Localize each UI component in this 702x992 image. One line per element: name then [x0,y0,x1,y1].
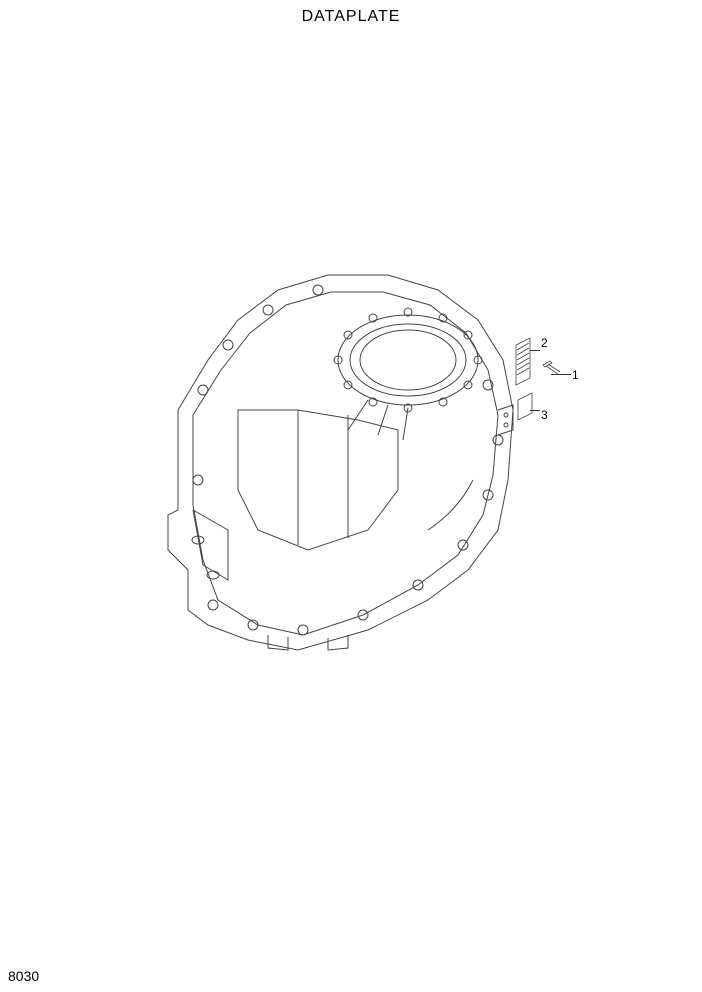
leader-line-3 [530,410,540,411]
page-title: DATAPLATE [302,8,401,26]
page-number: 8030 [8,968,39,984]
screw-item [543,361,560,374]
housing-drawing [118,230,578,690]
callout-label-2: 2 [541,336,548,350]
technical-diagram [118,230,578,690]
small-plate-item [518,393,532,420]
dataplate-item [516,338,530,385]
callout-label-3: 3 [541,408,548,422]
leader-line-1 [551,374,571,375]
callout-label-1: 1 [572,368,579,382]
leader-line-2 [530,350,540,351]
